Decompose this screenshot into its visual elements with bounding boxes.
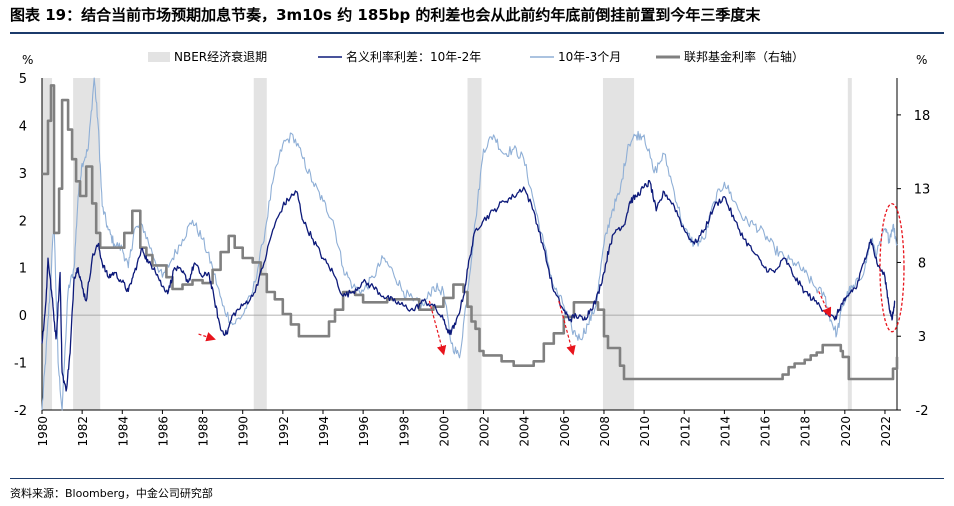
left-tick-label: 3 <box>19 167 27 182</box>
recession-band-3 <box>253 78 267 410</box>
legend-label-fed-funds: 联邦基金利率（右轴） <box>684 49 804 64</box>
left-tick-label: 2 <box>19 214 27 229</box>
x-tick-label: 2016 <box>759 416 773 447</box>
legend-swatch-recession <box>148 52 170 62</box>
x-tick-label: 1986 <box>156 416 170 447</box>
title-rule <box>10 32 944 34</box>
left-tick-label: 1 <box>19 262 27 277</box>
x-tick-label: 2008 <box>598 416 612 447</box>
left-axis-unit: % <box>22 53 33 67</box>
legend: NBER经济衰退期 名义利率利差：10年-2年 10年-3个月 联邦基金利率（右… <box>148 49 804 64</box>
x-tick-label: 2020 <box>839 416 853 447</box>
x-axis-ticks: 1980 1982 1984 1986 1988 1990 1992 1994 1996 1998… <box>36 410 893 447</box>
x-tick-label: 2014 <box>718 416 732 447</box>
x-tick-label: 1990 <box>237 416 251 447</box>
x-tick-label: 2022 <box>879 416 893 447</box>
left-tick-label: 5 <box>19 72 27 87</box>
x-tick-label: 1992 <box>277 416 291 447</box>
right-tick-label: 8 <box>918 256 926 271</box>
series-10y2y-line <box>41 179 896 392</box>
x-tick-label: 2010 <box>638 416 652 447</box>
annotations <box>198 203 905 356</box>
recession-band-5 <box>602 78 635 410</box>
x-tick-label: 2002 <box>478 416 492 447</box>
annotation-arrow-2 <box>428 300 447 356</box>
x-tick-label: 1982 <box>76 416 90 447</box>
left-tick-label: -2 <box>14 404 27 419</box>
right-axis-unit: % <box>916 53 927 67</box>
x-tick-label: 1984 <box>116 416 130 447</box>
annotation-arrow-1 <box>198 332 216 342</box>
x-tick-label: 2018 <box>799 416 813 447</box>
series-lines <box>41 77 899 411</box>
x-tick-label: 1980 <box>36 416 50 447</box>
series-10y3m-line <box>41 77 898 411</box>
recession-band-4 <box>467 78 482 410</box>
right-tick-label: 18 <box>914 109 931 124</box>
x-tick-label: 2000 <box>437 416 451 447</box>
source-note: 资料来源：Bloomberg，中金公司研究部 <box>10 487 213 500</box>
chart-title: 图表 19：结合当前市场预期加息节奏，3m10s 约 185bp 的利差也会从此… <box>10 6 761 24</box>
x-tick-label: 1994 <box>317 416 331 447</box>
x-tick-label: 1988 <box>197 416 211 447</box>
chart: 5 4 3 2 1 0 -1 -2 18 13 8 3 -2 1980 1982 1984 1986 1988… <box>14 49 930 447</box>
left-tick-label: 0 <box>19 309 27 324</box>
right-tick-label: 13 <box>914 183 931 198</box>
left-axis-ticks: 5 4 3 2 1 0 -1 -2 <box>14 72 27 419</box>
legend-label-10y3m: 10年-3个月 <box>558 50 621 64</box>
recession-band-2 <box>73 78 101 410</box>
x-tick-label: 2004 <box>518 416 532 447</box>
recession-band-6 <box>847 78 852 410</box>
legend-label-recession: NBER经济衰退期 <box>174 49 267 64</box>
x-tick-label: 2006 <box>558 416 572 447</box>
x-tick-label: 1998 <box>397 416 411 447</box>
right-tick-label: 3 <box>918 330 926 345</box>
x-tick-label: 2012 <box>678 416 692 447</box>
right-tick-label: -2 <box>916 404 929 419</box>
recession-band-1 <box>42 78 53 410</box>
left-tick-label: -1 <box>14 357 27 372</box>
x-tick-label: 1996 <box>357 416 371 447</box>
left-tick-label: 4 <box>19 119 27 134</box>
right-axis-ticks: 18 13 8 3 -2 <box>897 109 930 419</box>
recession-bands <box>42 78 852 410</box>
annotation-ellipse <box>879 203 905 333</box>
legend-label-10y2y: 名义利率利差：10年-2年 <box>346 49 481 64</box>
source-rule <box>10 478 944 479</box>
annotation-arrow-3 <box>558 300 576 356</box>
annotation-arrow-4 <box>818 291 832 318</box>
